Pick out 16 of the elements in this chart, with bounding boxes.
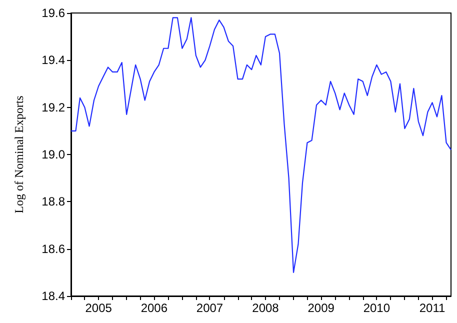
line-series <box>70 17 452 273</box>
y-tick-label: 19.4 <box>42 53 66 68</box>
x-tick-label: 2005 <box>85 301 112 315</box>
x-tick-label: 2007 <box>196 301 224 315</box>
x-tick-label: 2008 <box>252 301 280 315</box>
x-tick-label: 2011 <box>419 301 446 315</box>
x-tick-label: 2009 <box>308 301 335 315</box>
y-tick-label: 18.6 <box>42 242 66 256</box>
y-tick-label: 18.4 <box>42 289 66 303</box>
y-axis-title: Log of Nominal Exports <box>12 95 26 214</box>
y-tick-label: 19.2 <box>42 100 66 114</box>
y-tick-label: 19.6 <box>42 6 66 20</box>
y-tick-label: 18.8 <box>42 194 66 209</box>
x-tick-label: 2010 <box>363 301 390 315</box>
x-tick-label: 2006 <box>140 301 168 315</box>
y-tick-label: 19.0 <box>42 148 66 162</box>
